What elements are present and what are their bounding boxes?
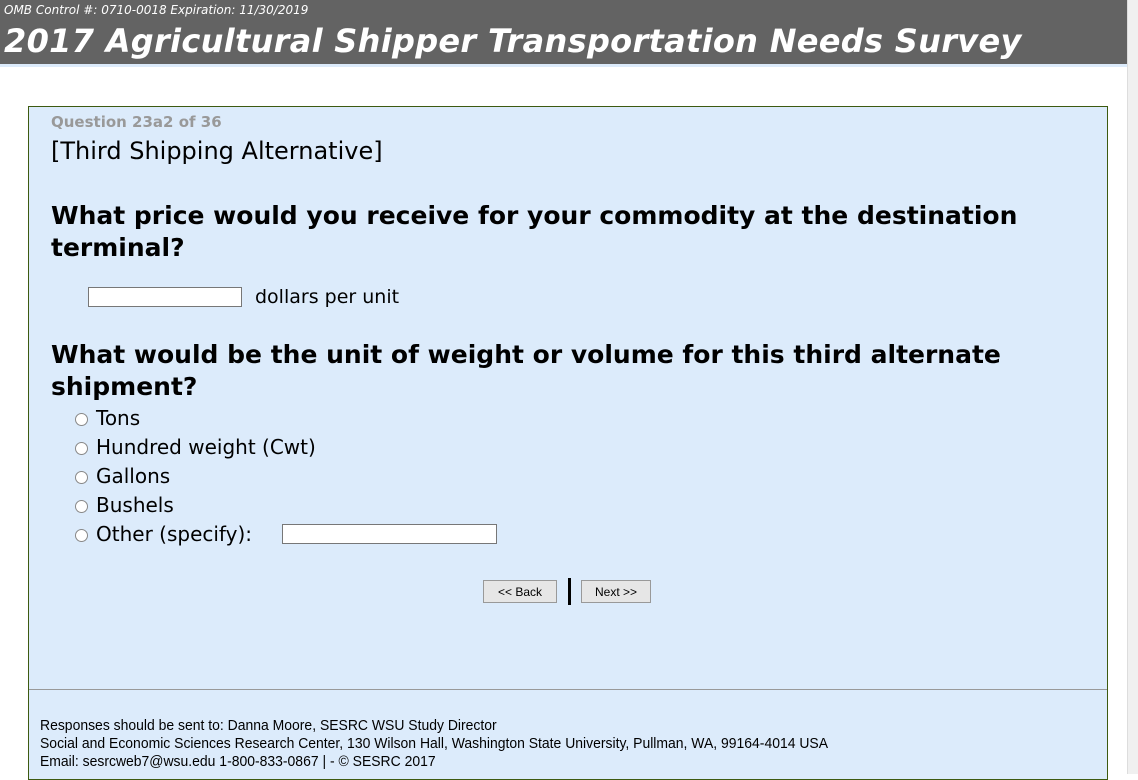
option-other[interactable]: Other (specify): bbox=[75, 522, 252, 546]
back-button[interactable]: << Back bbox=[483, 580, 557, 603]
radio-button[interactable] bbox=[75, 413, 88, 426]
option-label: Tons bbox=[96, 406, 141, 430]
option-gallons[interactable]: Gallons bbox=[75, 464, 170, 488]
question-unit: What would be the unit of weight or volu… bbox=[51, 340, 1001, 401]
footer-contact: Responses should be sent to: Danna Moore… bbox=[40, 717, 497, 734]
question-price: What price would you receive for your co… bbox=[51, 201, 1018, 262]
radio-button[interactable] bbox=[75, 471, 88, 484]
header: OMB Control #: 0710-0018 Expiration: 11/… bbox=[0, 0, 1128, 67]
option-tons[interactable]: Tons bbox=[75, 406, 140, 430]
footer: Responses should be sent to: Danna Moore… bbox=[40, 717, 828, 771]
scrollbar[interactable] bbox=[1127, 0, 1138, 774]
nav-divider bbox=[568, 578, 571, 605]
survey-title: 2017 Agricultural Shipper Transportation… bbox=[4, 22, 1022, 60]
question-number: Question 23a2 of 36 bbox=[51, 113, 222, 131]
radio-button[interactable] bbox=[75, 442, 88, 455]
price-input[interactable] bbox=[88, 287, 242, 307]
option-label: Other (specify): bbox=[96, 522, 252, 546]
option-label: Hundred weight (Cwt) bbox=[96, 435, 316, 459]
option-label: Gallons bbox=[96, 464, 171, 488]
radio-button[interactable] bbox=[75, 500, 88, 513]
option-bushels[interactable]: Bushels bbox=[75, 493, 174, 517]
other-specify-input[interactable] bbox=[282, 524, 497, 544]
footer-email: Email: sesrcweb7@wsu.edu 1-800-833-0867 … bbox=[40, 753, 436, 770]
price-unit-label: dollars per unit bbox=[255, 286, 400, 308]
radio-button[interactable] bbox=[75, 529, 88, 542]
footer-address: Social and Economic Sciences Research Ce… bbox=[40, 735, 829, 752]
next-button[interactable]: Next >> bbox=[581, 580, 651, 603]
option-label: Bushels bbox=[96, 493, 174, 517]
section-title: [Third Shipping Alternative] bbox=[51, 137, 383, 165]
footer-divider bbox=[29, 689, 1107, 690]
question-panel: Question 23a2 of 36 [Third Shipping Alte… bbox=[28, 106, 1108, 780]
omb-control: OMB Control #: 0710-0018 Expiration: 11/… bbox=[4, 3, 309, 17]
option-cwt[interactable]: Hundred weight (Cwt) bbox=[75, 435, 316, 459]
